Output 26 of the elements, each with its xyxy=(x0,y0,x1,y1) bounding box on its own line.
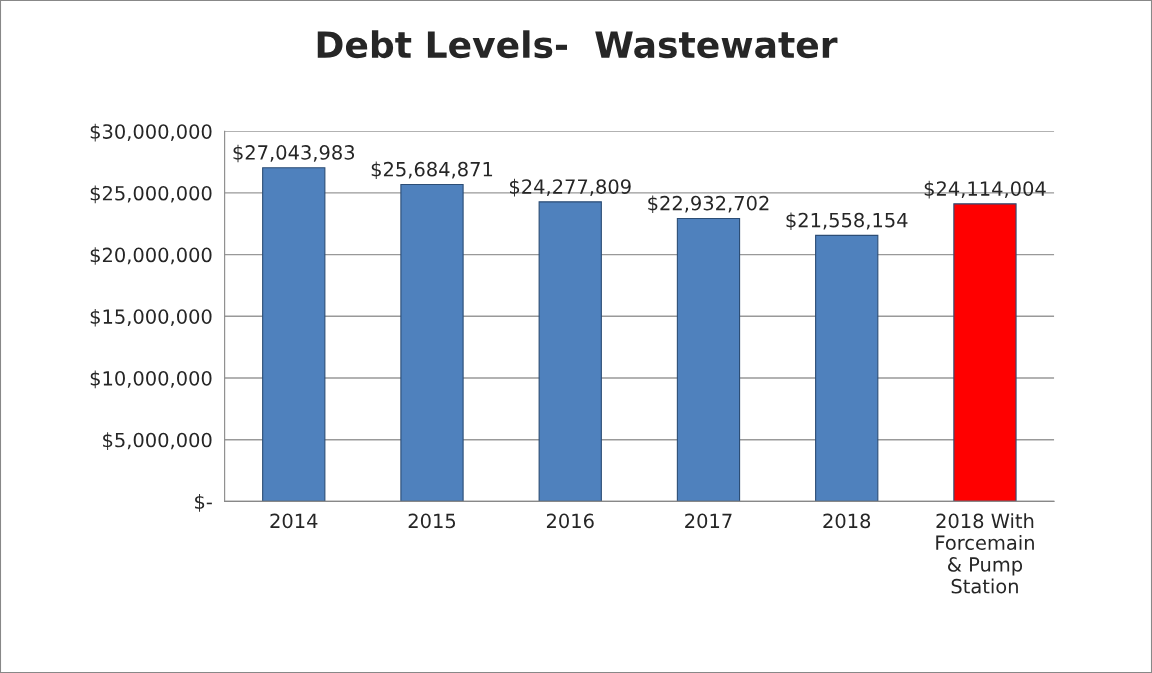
bar xyxy=(953,203,1017,502)
x-tick-label: 2015 xyxy=(408,513,456,529)
y-tick-label: $30,000,000 xyxy=(90,123,212,142)
bar xyxy=(676,217,741,502)
y-tick-label: $20,000,000 xyxy=(90,247,212,265)
y-tick-label: $10,000,000 xyxy=(90,370,212,389)
data-label: $24,277,809 xyxy=(510,178,631,197)
x-tick-label: 2018 xyxy=(823,513,871,529)
data-label: $27,043,983 xyxy=(233,144,355,163)
data-label: $22,932,702 xyxy=(648,195,769,214)
bar xyxy=(400,183,464,502)
data-label: $21,558,154 xyxy=(786,212,908,231)
y-tick-label: $- xyxy=(195,494,212,512)
y-tick-label: $15,000,000 xyxy=(90,308,212,327)
y-tick-label: $5,000,000 xyxy=(103,432,212,450)
chart-title: Debt Levels- Wastewater xyxy=(317,30,838,59)
data-label: $25,684,871 xyxy=(371,161,493,180)
x-tick-label: 2014 xyxy=(270,513,318,529)
x-tick-label: 2016 xyxy=(546,513,594,529)
bar xyxy=(538,201,602,502)
y-tick-label: $25,000,000 xyxy=(90,185,212,204)
x-tick-label: 2018 With Forcemain & Pump Station xyxy=(936,513,1034,594)
x-tick-label: 2017 xyxy=(685,513,732,529)
bar xyxy=(262,167,326,502)
bar xyxy=(815,234,879,502)
data-label: $24,114,004 xyxy=(924,180,1046,199)
